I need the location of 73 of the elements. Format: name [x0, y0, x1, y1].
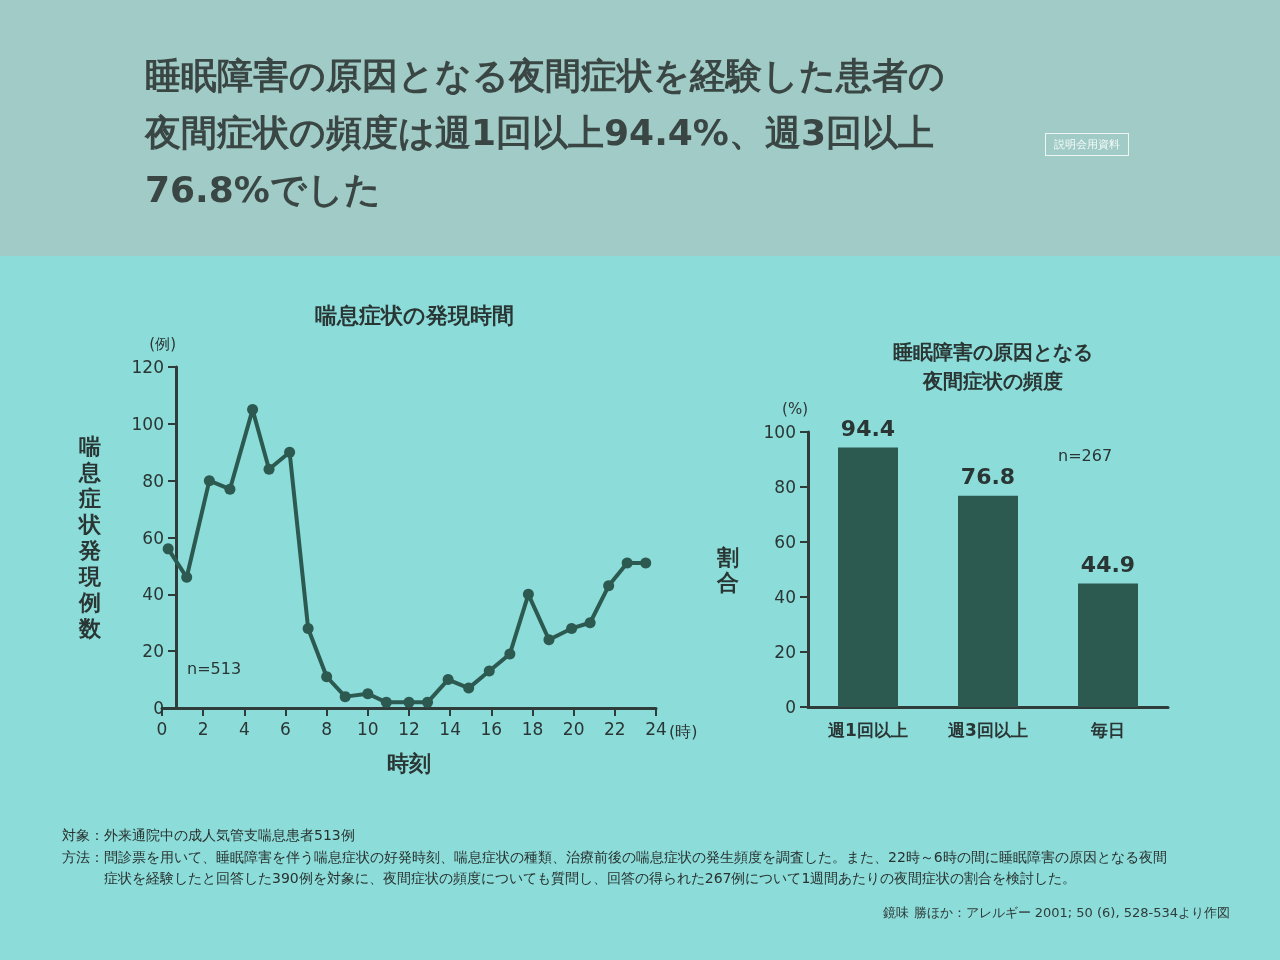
annotation: n=267: [1058, 445, 1113, 465]
text: 説明会用資料: [1045, 133, 1129, 156]
x-tick-label: 8: [321, 718, 333, 739]
point: [566, 622, 578, 634]
text: 睡眠障害の原因となる夜間症状を経験した患者の夜間症状の頻度は週1回以上94.4%、週3回以上76.8%でした: [145, 54, 946, 212]
point: [339, 691, 351, 703]
point: [483, 665, 495, 677]
x-tick-label: 24: [645, 718, 667, 739]
point: [422, 696, 434, 708]
point: [263, 463, 275, 475]
x-tick-label: 6: [280, 718, 291, 739]
y-tick-label: 0: [153, 698, 164, 718]
point: [181, 571, 193, 583]
chart-title: 喘息症状の発現時間: [314, 302, 514, 328]
y-tick-label: 0: [785, 697, 796, 717]
text: 対象：外来通院中の成人気管支喘息患者513例: [62, 826, 356, 845]
point: [284, 446, 296, 458]
y-tick-label: 60: [142, 527, 164, 548]
x-tick-label: 22: [604, 718, 626, 739]
y-tick-label: 40: [142, 584, 164, 605]
data-label: 44.9: [1080, 552, 1136, 578]
point: [224, 483, 236, 495]
text: (%): [782, 399, 808, 418]
x-tick-label: 14: [439, 718, 461, 739]
x-tick-label: 10: [357, 718, 379, 739]
y-tick-label: 20: [142, 641, 164, 662]
y-tick-label: 100: [131, 413, 164, 434]
point: [442, 674, 454, 686]
x-axis-title: 時刻: [387, 750, 431, 776]
point: [584, 617, 596, 629]
point: [504, 648, 516, 660]
y-axis-title: 割合: [717, 544, 739, 595]
x-tick-label: 2: [197, 718, 209, 739]
data-label: 94.4: [840, 415, 896, 441]
x-tick-label: 12: [398, 718, 420, 739]
point: [621, 557, 633, 569]
text: (例): [149, 334, 176, 353]
point: [522, 588, 534, 600]
text: 方法：問診票を用いて、睡眠障害を伴う喘息症状の好発時刻、喘息症状の種類、治療前後の喘息症状の発生頻度を調査した。また、22時～6時の間に睡眠障害の原因となる夜間症状を経験したと回答した390例を対象に、夜間症状の頻度についても質問し、回答の得られた267例について1週間あたりの夜間症状の割合を検討した。: [62, 848, 1168, 888]
y-axis-title: 喘息症状発現例数: [79, 433, 101, 642]
x-tick-label: 20: [562, 718, 585, 739]
bar: [838, 447, 898, 707]
x-tick-label: 4: [238, 718, 250, 739]
x-tick-label: 16: [480, 718, 503, 739]
point: [463, 682, 475, 694]
y-tick-label: 120: [131, 357, 164, 377]
bar: [1078, 583, 1138, 707]
text: 鏡味 勝ほか：アレルギー 2001; 50 (6), 528-534より作図: [883, 904, 1230, 922]
point: [403, 696, 415, 708]
data-label: 76.8: [960, 464, 1016, 490]
bar: [958, 495, 1018, 707]
y-tick-label: 80: [774, 477, 796, 497]
text: (時): [669, 721, 698, 741]
point: [380, 696, 392, 708]
y-tick-label: 100: [763, 422, 796, 442]
point: [321, 671, 333, 683]
y-tick-label: 40: [774, 587, 796, 607]
x-tick-label: 18: [521, 718, 544, 739]
y-tick-label: 20: [774, 642, 796, 662]
x-tick-label: 毎日: [1090, 719, 1125, 740]
point: [203, 475, 215, 487]
y-tick-label: 60: [774, 532, 796, 552]
point: [543, 634, 555, 646]
chart-title: 睡眠障害の原因となる夜間症状の頻度: [893, 339, 1093, 393]
point: [302, 622, 314, 634]
x-tick-label: 週1回以上: [827, 719, 908, 740]
y-tick-label: 80: [142, 470, 164, 491]
annotation: n=513: [187, 658, 242, 678]
point: [162, 543, 174, 555]
x-tick-label: 週3回以上: [947, 719, 1028, 740]
point: [603, 580, 615, 592]
point: [640, 557, 652, 569]
point: [362, 688, 374, 700]
